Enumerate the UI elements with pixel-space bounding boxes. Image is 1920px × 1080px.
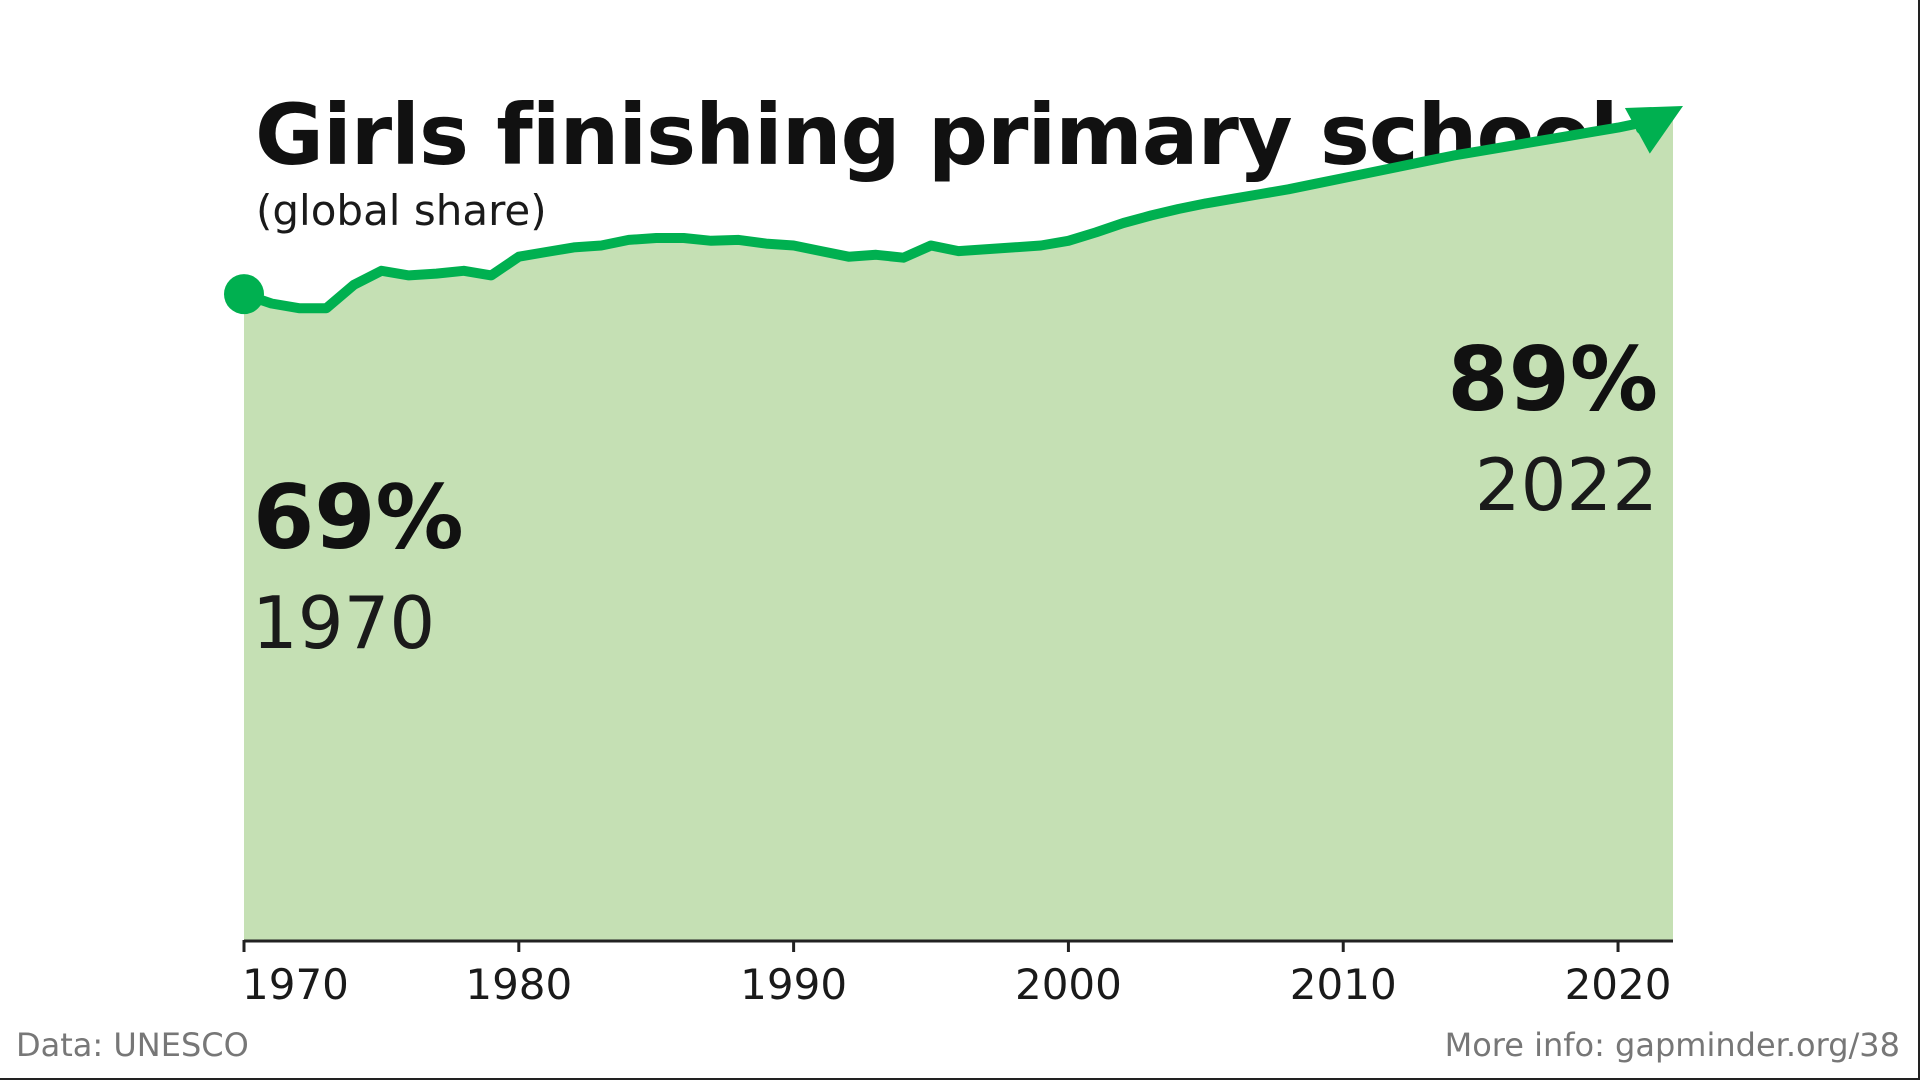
callout-start-year: 1970 (252, 581, 435, 665)
callout-end-year: 2022 (1475, 443, 1658, 527)
callout-start-value: 69% (253, 466, 464, 569)
area-fill (244, 107, 1673, 940)
callout-end-value: 89% (1447, 328, 1658, 431)
x-tick-label: 1970 (242, 960, 349, 1009)
data-source-note: Data: UNESCO (16, 1026, 249, 1064)
x-tick-label: 2020 (1565, 960, 1672, 1009)
more-info-link[interactable]: More info: gapminder.org/38 (1444, 1026, 1900, 1064)
x-tick-label: 1980 (465, 960, 572, 1009)
line-arrow-head (1624, 105, 1683, 154)
chart-subtitle: (global share) (256, 186, 547, 235)
x-axis-ticks: 1970 1980 1990 2000 2010 2020 (242, 940, 1671, 1009)
start-point-marker (224, 274, 264, 315)
x-tick-label: 2000 (1015, 960, 1122, 1009)
x-tick-label: 2010 (1290, 960, 1397, 1009)
x-tick-label: 1990 (740, 960, 847, 1009)
series-line (239, 116, 1651, 314)
